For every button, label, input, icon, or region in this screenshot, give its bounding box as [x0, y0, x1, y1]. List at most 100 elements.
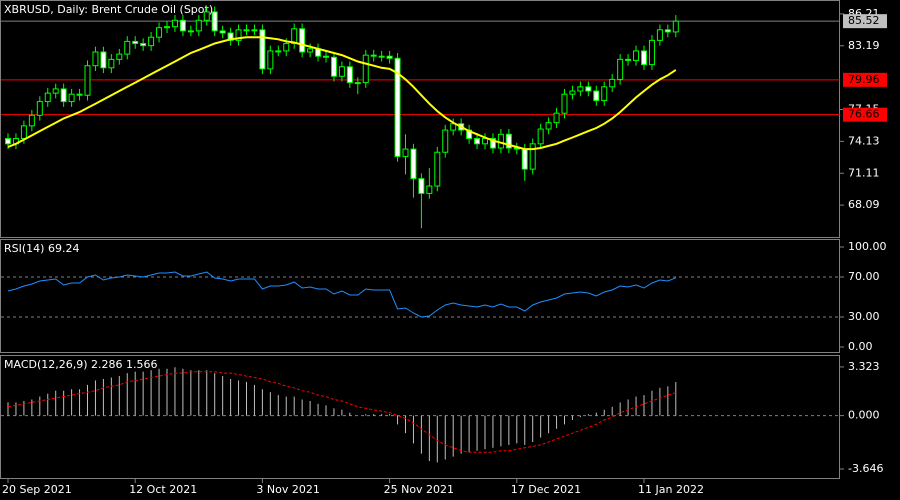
candle-body	[140, 43, 147, 47]
level-label: 79.96	[848, 73, 880, 86]
x-tick-label: 11 Jan 2022	[638, 483, 704, 496]
candle-body	[497, 133, 504, 149]
y-tick-label: 100.00	[848, 240, 887, 253]
candle-body	[132, 40, 139, 45]
candle-body	[251, 29, 258, 32]
y-tick-label: 71.11	[848, 166, 880, 179]
candle-body	[474, 138, 481, 145]
candle-body	[203, 11, 210, 21]
candle-body	[545, 122, 552, 130]
candle-body	[299, 28, 306, 53]
candle-body	[656, 29, 663, 41]
rsi-line	[7, 271, 676, 318]
candle-body	[370, 54, 377, 57]
y-tick-label: 83.19	[848, 39, 880, 52]
last-price-box	[843, 14, 887, 29]
candle-body	[641, 50, 647, 66]
y-tick-label: 0.00	[848, 340, 873, 353]
candle-body	[148, 36, 155, 47]
candle-body	[378, 55, 385, 58]
candle-body	[227, 32, 234, 41]
candle-body	[179, 19, 186, 32]
candle-body	[124, 40, 131, 55]
candle-body	[434, 151, 441, 187]
candle-body	[633, 50, 640, 61]
candle-body	[609, 78, 616, 88]
candle-body	[5, 138, 11, 145]
candle-body	[664, 29, 671, 33]
candle-body	[553, 112, 560, 124]
candle-body	[648, 39, 655, 66]
candle-body	[68, 93, 75, 103]
candle-body	[482, 138, 488, 145]
candle-body	[76, 93, 83, 96]
candle-body	[330, 56, 337, 77]
x-tick-label: 3 Nov 2021	[256, 483, 319, 496]
candle-body	[60, 88, 67, 103]
candle-body	[84, 65, 91, 96]
candle-body	[291, 28, 298, 45]
y-tick-label: 30.00	[848, 310, 880, 323]
candle-body	[537, 128, 544, 145]
y-tick-label: 0.000	[848, 409, 880, 422]
candle-body	[601, 86, 608, 102]
candle-body	[52, 88, 59, 94]
price-panel-frame	[0, 0, 840, 238]
y-tick-label: 74.13	[848, 134, 880, 147]
candle-body	[195, 19, 202, 32]
candle-body	[243, 29, 250, 32]
candle-body	[386, 55, 393, 59]
candle-body	[394, 57, 401, 157]
candle-body	[171, 19, 178, 28]
candle-body	[338, 66, 345, 77]
candle-body	[323, 55, 329, 58]
candle-body	[489, 138, 496, 149]
candle-body	[28, 114, 35, 127]
rsi-panel-frame	[0, 239, 840, 353]
level-label-box	[843, 72, 887, 87]
candle-body	[20, 125, 27, 140]
candle-body	[354, 82, 361, 85]
x-tick-label: 20 Sep 2021	[2, 483, 72, 496]
candle-body	[164, 26, 170, 29]
y-tick-label: 70.00	[848, 270, 880, 283]
candle-body	[219, 30, 226, 34]
candle-body	[100, 51, 107, 69]
candle-body	[235, 29, 242, 41]
level-label: 76.66	[848, 108, 880, 121]
candle-body	[108, 58, 115, 69]
candle-body	[426, 185, 433, 194]
candle-body	[275, 50, 282, 53]
level-label-box	[843, 107, 887, 122]
signal-line	[7, 371, 676, 453]
x-tick-label: 12 Oct 2021	[129, 483, 197, 496]
candle-body	[36, 101, 43, 116]
y-tick-label: 3.323	[848, 360, 880, 373]
candle-body	[418, 178, 425, 194]
candle-body	[410, 148, 417, 180]
candle-body	[259, 29, 266, 70]
candle-body	[585, 86, 592, 92]
candle-body	[116, 53, 123, 60]
candle-body	[44, 92, 51, 103]
candle-body	[211, 11, 218, 32]
candle-body	[561, 93, 568, 114]
candle-body	[156, 27, 163, 38]
macd-panel-frame	[0, 355, 840, 479]
candle-body	[625, 58, 632, 61]
candle-body	[307, 48, 314, 53]
last-price-label: 85.52	[848, 14, 880, 27]
candle-body	[505, 133, 512, 149]
candle-body	[672, 20, 679, 33]
candle-body	[569, 90, 576, 95]
panel-title: RSI(14) 69.24	[4, 242, 79, 255]
candle-body	[267, 50, 274, 70]
candle-body	[187, 30, 194, 33]
x-tick-label: 17 Dec 2021	[511, 483, 581, 496]
panel-title: XBRUSD, Daily: Brent Crude Oil (Spot)	[4, 3, 213, 16]
candle-body	[283, 43, 290, 52]
candle-body	[593, 90, 600, 102]
candle-body	[442, 129, 449, 153]
